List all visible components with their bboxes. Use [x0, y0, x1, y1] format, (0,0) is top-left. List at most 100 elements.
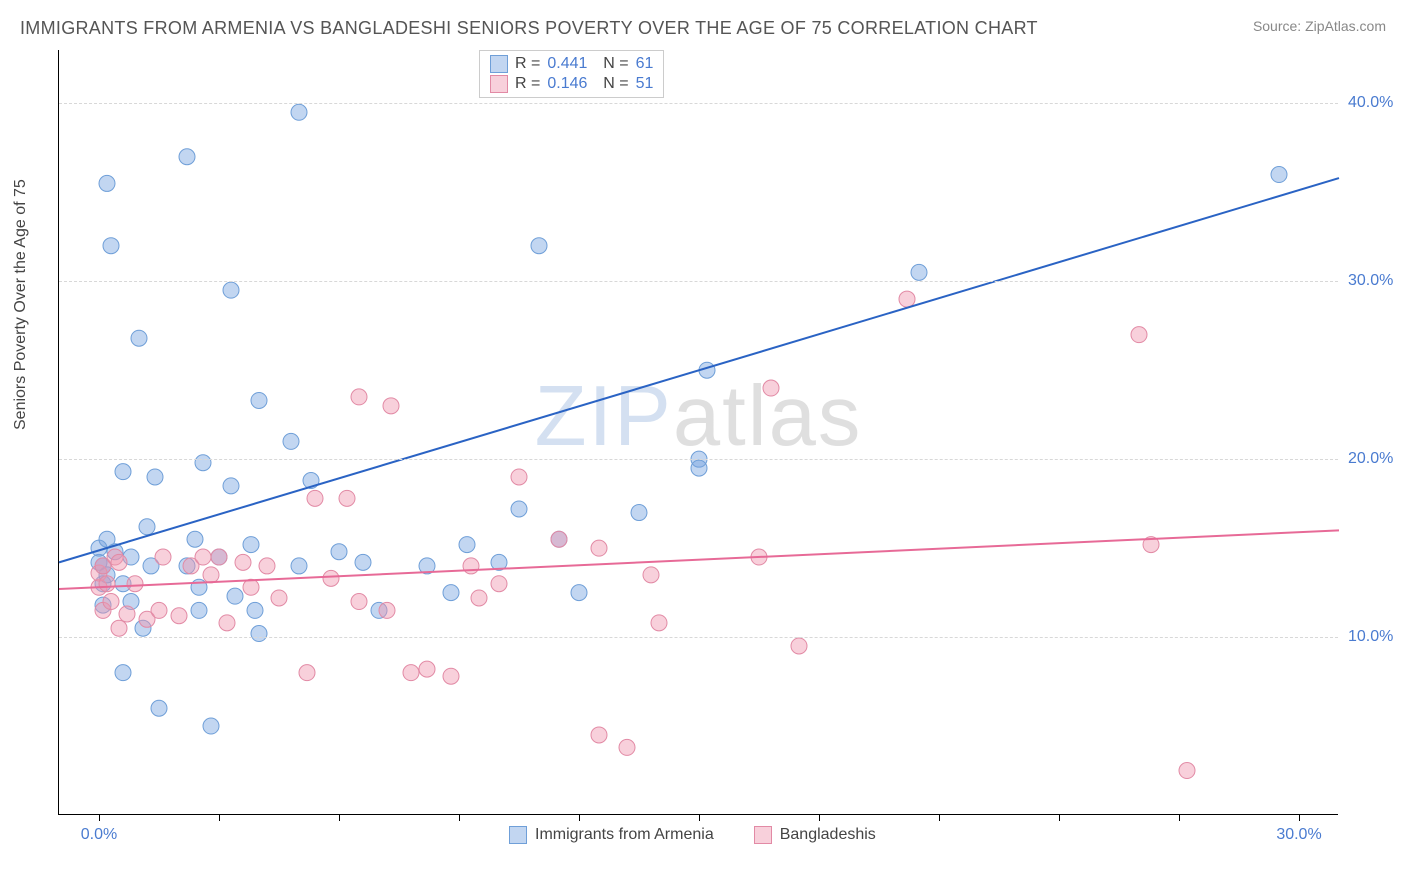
scatter-point: [115, 665, 131, 681]
scatter-point: [223, 478, 239, 494]
scatter-point: [243, 579, 259, 595]
y-tick-label: 40.0%: [1348, 94, 1406, 112]
x-tick-label: 0.0%: [81, 826, 117, 844]
scatter-point: [763, 380, 779, 396]
scatter-point: [271, 590, 287, 606]
scatter-point: [323, 570, 339, 586]
scatter-point: [1271, 167, 1287, 183]
scatter-point: [383, 398, 399, 414]
scatter-point: [103, 594, 119, 610]
stat-n-label: N =: [594, 75, 628, 93]
chart-title: IMMIGRANTS FROM ARMENIA VS BANGLADESHI S…: [20, 18, 1038, 39]
scatter-point: [223, 282, 239, 298]
scatter-point: [219, 615, 235, 631]
x-tick: [459, 814, 460, 821]
stat-r-label: R =: [515, 75, 540, 93]
legend-correlation-row: R = 0.146 N = 51: [490, 74, 653, 94]
scatter-point: [911, 264, 927, 280]
scatter-point: [551, 531, 567, 547]
scatter-point: [251, 392, 267, 408]
x-tick: [339, 814, 340, 821]
regression-line: [59, 178, 1339, 562]
x-tick-label: 30.0%: [1276, 826, 1321, 844]
scatter-point: [339, 490, 355, 506]
scatter-point: [299, 665, 315, 681]
scatter-point: [511, 501, 527, 517]
scatter-point: [419, 661, 435, 677]
plot-area: ZIPatlas R = 0.441 N = 61R = 0.146 N = 5…: [58, 50, 1338, 815]
scatter-point: [155, 549, 171, 565]
scatter-point: [99, 576, 115, 592]
scatter-point: [511, 469, 527, 485]
scatter-point: [171, 608, 187, 624]
y-axis-label: Seniors Poverty Over the Age of 75: [12, 179, 30, 430]
scatter-point: [1179, 763, 1195, 779]
legend-label: Immigrants from Armenia: [535, 826, 714, 844]
legend-correlation-row: R = 0.441 N = 61: [490, 54, 653, 74]
legend-swatch: [509, 826, 527, 844]
scatter-point: [379, 602, 395, 618]
x-tick: [939, 814, 940, 821]
legend-swatch: [490, 55, 508, 73]
x-tick: [1299, 814, 1300, 821]
scatter-point: [791, 638, 807, 654]
scatter-point: [195, 455, 211, 471]
gridline: [59, 459, 1338, 460]
stat-n-value: 51: [636, 75, 654, 93]
legend-series: Immigrants from Armenia Bangladeshis: [509, 826, 876, 844]
scatter-point: [355, 554, 371, 570]
gridline: [59, 637, 1338, 638]
scatter-point: [619, 739, 635, 755]
scatter-point: [103, 238, 119, 254]
scatter-point: [1131, 327, 1147, 343]
scatter-point: [259, 558, 275, 574]
scatter-point: [191, 602, 207, 618]
scatter-point: [115, 464, 131, 480]
legend-label: Bangladeshis: [780, 826, 876, 844]
scatter-point: [443, 668, 459, 684]
scatter-point: [247, 602, 263, 618]
legend-item: Bangladeshis: [754, 826, 876, 844]
scatter-point: [291, 558, 307, 574]
scatter-point: [491, 576, 507, 592]
scatter-point: [643, 567, 659, 583]
scatter-point: [151, 700, 167, 716]
scatter-point: [203, 567, 219, 583]
scatter-point: [571, 585, 587, 601]
x-tick: [579, 814, 580, 821]
scatter-point: [211, 549, 227, 565]
scatter-point: [147, 469, 163, 485]
y-tick-label: 10.0%: [1348, 628, 1406, 646]
scatter-point: [651, 615, 667, 631]
legend-swatch: [754, 826, 772, 844]
scatter-point: [131, 330, 147, 346]
scatter-point: [283, 433, 299, 449]
scatter-point: [127, 576, 143, 592]
scatter-point: [251, 626, 267, 642]
scatter-point: [591, 540, 607, 556]
legend-swatch: [490, 75, 508, 93]
stat-r-value: 0.441: [547, 55, 587, 73]
x-tick: [699, 814, 700, 821]
stat-n-value: 61: [636, 55, 654, 73]
scatter-point: [443, 585, 459, 601]
scatter-point: [331, 544, 347, 560]
x-tick: [1179, 814, 1180, 821]
stat-r-label: R =: [515, 55, 540, 73]
x-tick: [219, 814, 220, 821]
gridline: [59, 281, 1338, 282]
scatter-point: [203, 718, 219, 734]
x-tick: [1059, 814, 1060, 821]
legend-item: Immigrants from Armenia: [509, 826, 714, 844]
scatter-point: [187, 531, 203, 547]
scatter-point: [403, 665, 419, 681]
scatter-point: [227, 588, 243, 604]
scatter-point: [631, 505, 647, 521]
scatter-point: [99, 175, 115, 191]
scatter-point: [459, 537, 475, 553]
scatter-point: [179, 149, 195, 165]
scatter-point: [899, 291, 915, 307]
scatter-point: [691, 460, 707, 476]
scatter-point: [139, 519, 155, 535]
stat-n-label: N =: [594, 55, 628, 73]
